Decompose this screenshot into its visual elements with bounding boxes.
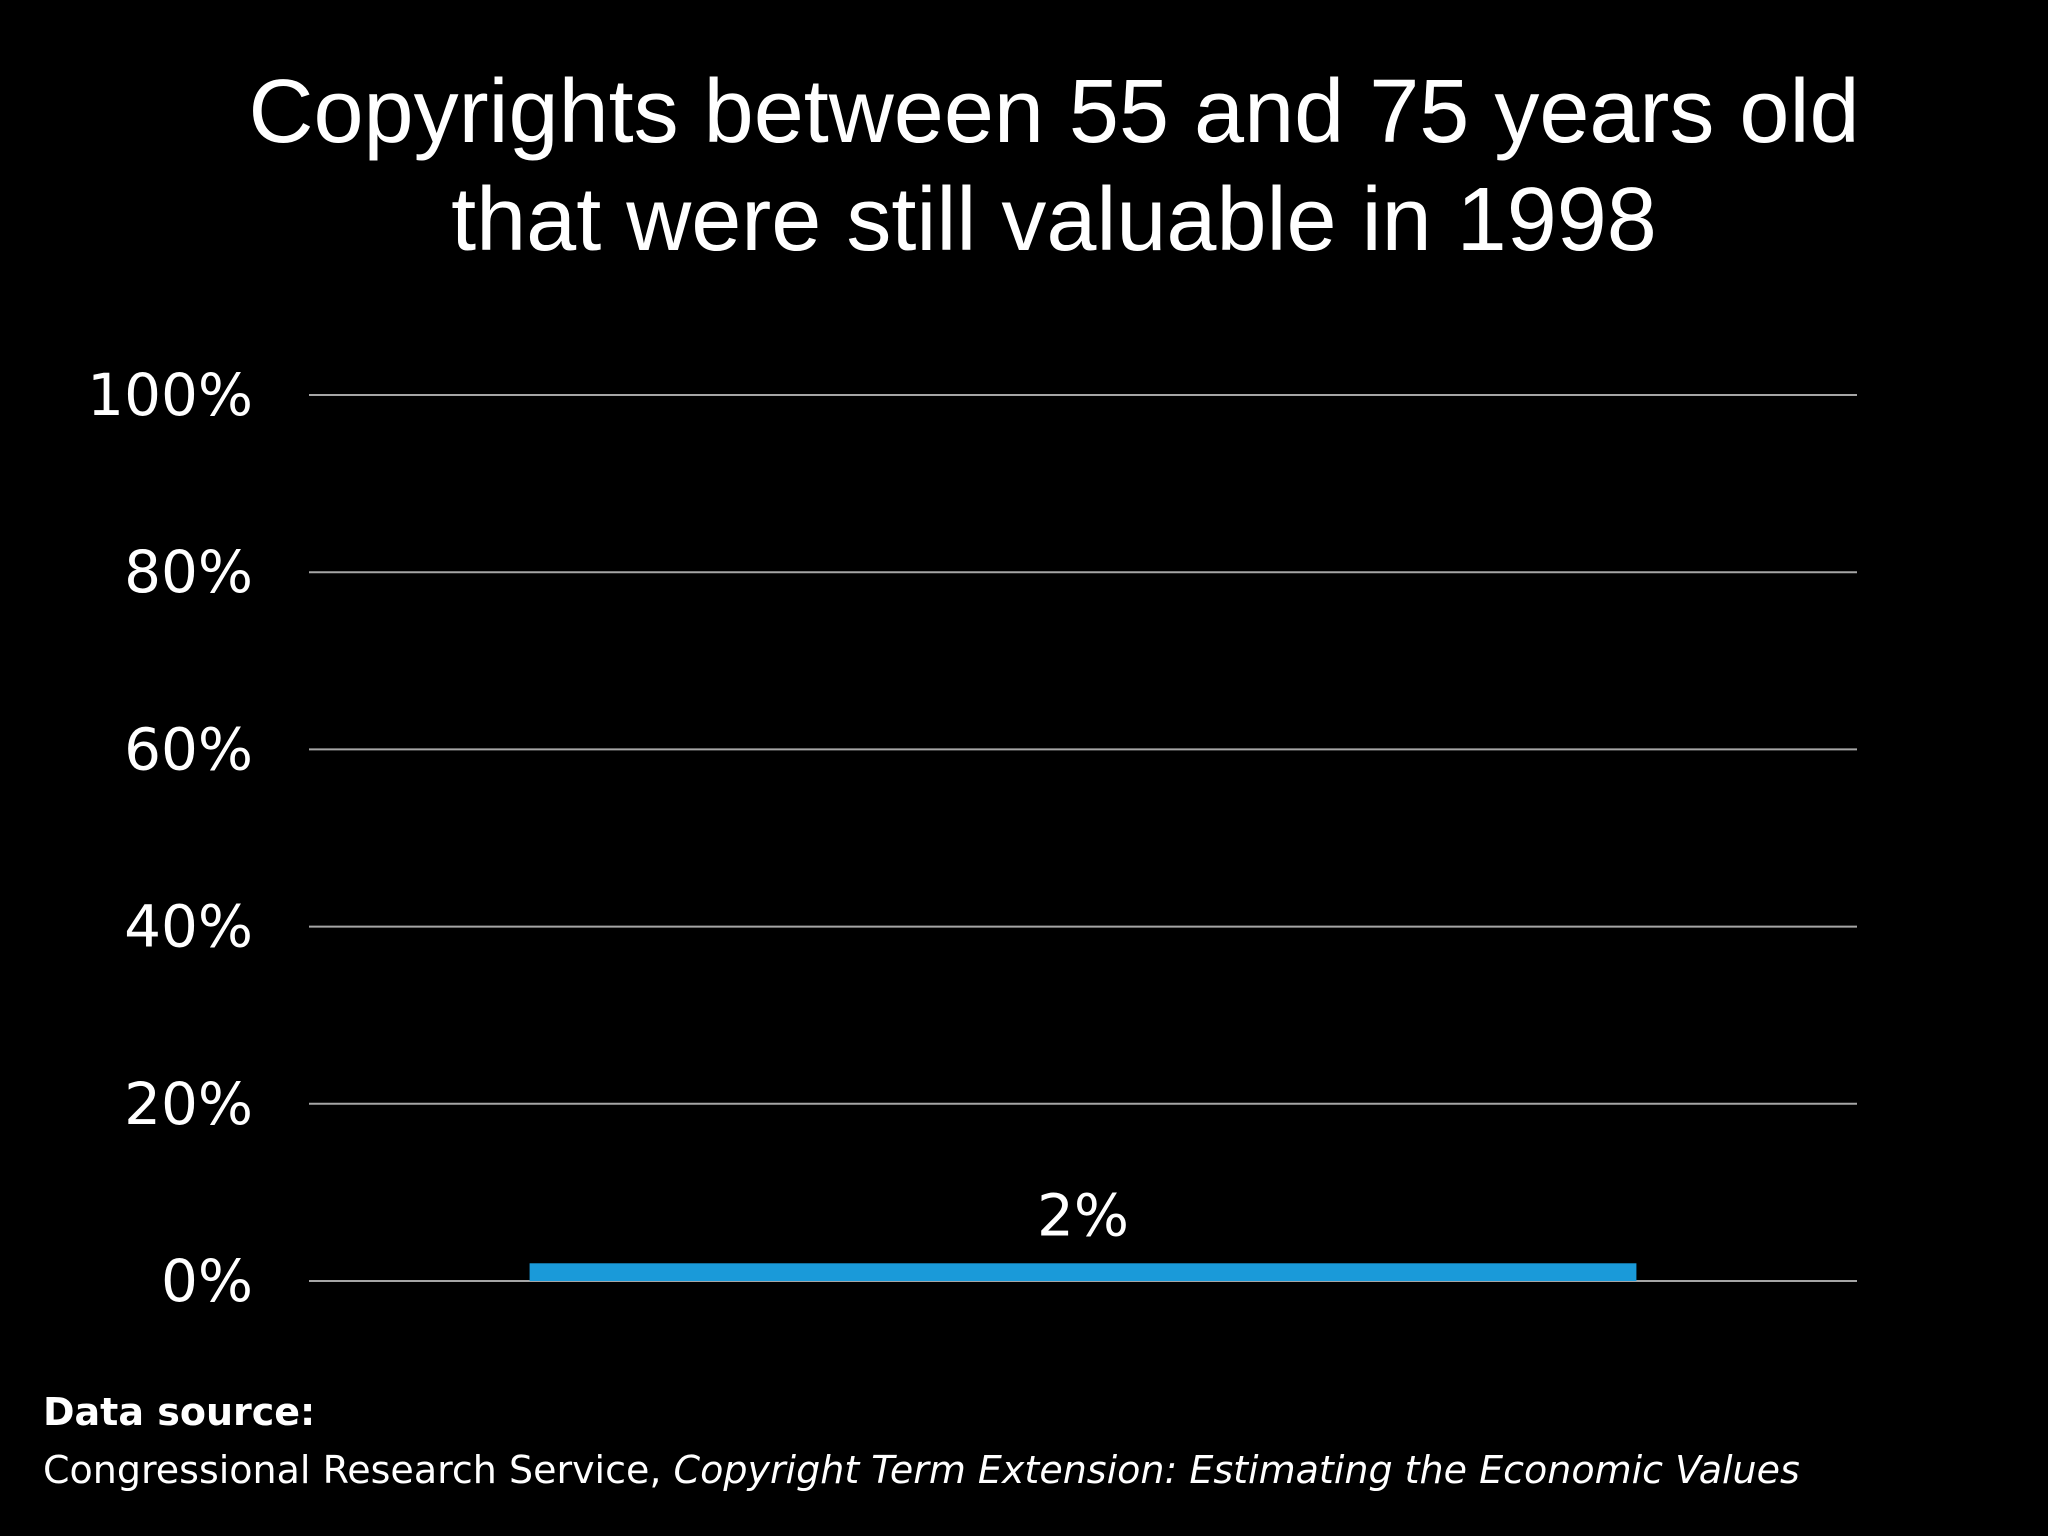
y-tick-label: 20% (124, 1070, 253, 1138)
data-labels: 2% (1037, 1181, 1129, 1249)
y-tick-label: 80% (124, 538, 253, 606)
y-tick-label: 60% (124, 715, 253, 783)
y-tick-label: 100% (87, 361, 253, 429)
y-axis-ticks: 0% 20% 40% 60% 80% 100% (87, 361, 253, 1315)
bars (529, 1263, 1637, 1281)
y-tick-label: 0% (161, 1247, 253, 1315)
y-tick-label: 40% (124, 893, 253, 961)
chart-title: Copyrights between 55 and 75 years old t… (248, 62, 1860, 270)
gridlines (309, 394, 1857, 1282)
bar (529, 1263, 1637, 1281)
data-source-heading: Data source: (43, 1390, 316, 1434)
data-source-title: Copyright Term Extension: Estimating the… (673, 1448, 1800, 1492)
data-source-publisher: Congressional Research Service, (43, 1448, 674, 1492)
data-source: Data source: Congressional Research Serv… (43, 1383, 1800, 1499)
bar-value-label: 2% (1037, 1181, 1129, 1249)
